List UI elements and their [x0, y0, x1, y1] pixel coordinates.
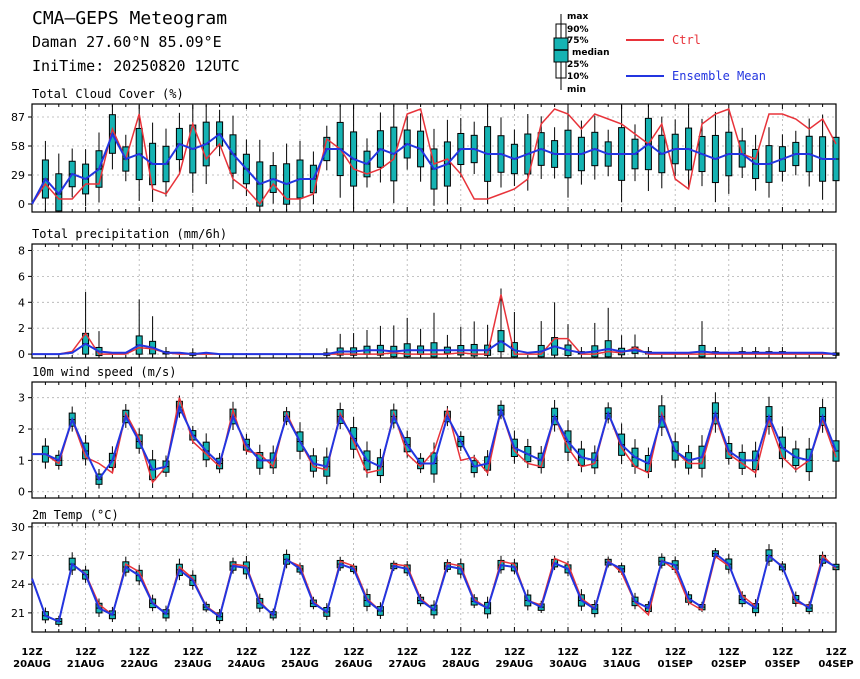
init-time-label: IniTime: 20250820 12UTC: [32, 57, 240, 75]
x-tick-hour-label: 12Z: [236, 647, 257, 658]
x-tick-date-label: 22AUG: [120, 659, 158, 670]
panel-title: 10m wind speed (m/s): [32, 365, 177, 379]
y-tick-label: 0: [18, 198, 25, 211]
key-label-2: 75%: [567, 36, 589, 46]
x-tick-hour-label: 12Z: [343, 647, 364, 658]
x-tick-date-label: 01SEP: [658, 659, 693, 670]
y-tick-label: 3: [18, 392, 25, 405]
panel-3: 10m wind speed (m/s) 0 1 2 3: [18, 365, 840, 499]
x-tick-date-label: 03SEP: [765, 659, 800, 670]
x-tick-date-label: 28AUG: [442, 659, 480, 670]
page-title: CMA—GEPS Meteogram: [32, 8, 228, 29]
key-label-0: max: [567, 12, 588, 22]
y-tick-label: 30: [11, 521, 25, 534]
x-axis: 12Z20AUG12Z21AUG12Z22AUG12Z23AUG12Z24AUG…: [13, 647, 853, 670]
x-tick-hour-label: 12Z: [611, 647, 632, 658]
panel-title: Total Cloud Cover (%): [32, 87, 184, 101]
y-tick-label: 6: [18, 270, 25, 283]
y-tick-label: 4: [18, 296, 25, 309]
x-tick-date-label: 27AUG: [388, 659, 426, 670]
x-tick-date-label: 29AUG: [496, 659, 534, 670]
key-label-5: 10%: [567, 72, 589, 82]
key-label-3: median: [572, 48, 610, 58]
x-tick-hour-label: 12Z: [718, 647, 739, 658]
x-tick-hour-label: 12Z: [75, 647, 96, 658]
boxplot-key: max 90%75% median 25% 10% min: [553, 12, 610, 95]
x-tick-date-label: 04SEP: [818, 659, 853, 670]
y-tick-label: 0: [18, 348, 25, 361]
ensemble-mean-line: [31, 131, 836, 205]
legend-label-1: Ensemble Mean: [672, 69, 766, 83]
key-label-6: min: [567, 85, 586, 95]
x-tick-hour-label: 12Z: [182, 647, 203, 658]
legend: Ctrl Ensemble Mean: [626, 33, 766, 83]
x-tick-date-label: 23AUG: [174, 659, 212, 670]
x-tick-hour-label: 12Z: [557, 647, 578, 658]
x-tick-date-label: 25AUG: [281, 659, 319, 670]
x-tick-hour-label: 12Z: [825, 647, 846, 658]
x-tick-date-label: 24AUG: [228, 659, 266, 670]
x-tick-hour-label: 12Z: [129, 647, 150, 658]
ensemble-mean-line: [32, 404, 837, 482]
x-tick-date-label: 20AUG: [13, 659, 51, 670]
x-tick-date-label: 21AUG: [67, 659, 105, 670]
y-tick-label: 1: [18, 454, 25, 467]
ctrl-line: [31, 108, 837, 206]
panel-4: 2m Temp (°C) 21 24 27 30: [11, 508, 840, 633]
y-tick-label: 58: [11, 140, 25, 153]
x-tick-hour-label: 12Z: [21, 647, 42, 658]
x-tick-hour-label: 12Z: [397, 647, 418, 658]
x-tick-hour-label: 12Z: [504, 647, 525, 658]
y-tick-label: 21: [11, 607, 25, 620]
y-tick-label: 2: [18, 322, 25, 335]
y-tick-label: 27: [11, 550, 25, 563]
panel-title: 2m Temp (°C): [32, 508, 119, 522]
key-label-1: 90%: [567, 25, 589, 35]
y-tick-label: 87: [11, 111, 25, 124]
panel-1: Total Cloud Cover (%) 0 29 58 87: [11, 87, 840, 213]
x-tick-hour-label: 12Z: [665, 647, 686, 658]
y-tick-label: 0: [18, 486, 25, 499]
x-tick-date-label: 02SEP: [711, 659, 746, 670]
x-tick-date-label: 31AUG: [603, 659, 641, 670]
ensemble-mean-line: [31, 551, 837, 623]
y-tick-label: 24: [11, 578, 25, 591]
panel-title: Total precipitation (mm/6h): [32, 227, 227, 241]
x-tick-date-label: 30AUG: [549, 659, 587, 670]
x-tick-date-label: 26AUG: [335, 659, 373, 670]
panel-2: Total precipitation (mm/6h) 0 2 4 6 8: [18, 227, 840, 361]
x-tick-hour-label: 12Z: [289, 647, 310, 658]
y-tick-label: 29: [11, 169, 25, 182]
y-tick-label: 8: [18, 244, 25, 257]
legend-label-0: Ctrl: [672, 33, 701, 47]
key-label-4: 25%: [567, 60, 589, 70]
location-label: Daman 27.60°N 85.09°E: [32, 33, 222, 51]
x-tick-hour-label: 12Z: [772, 647, 793, 658]
ensemble-mean-line: [32, 339, 837, 356]
x-tick-hour-label: 12Z: [450, 647, 471, 658]
y-tick-label: 2: [18, 423, 25, 436]
